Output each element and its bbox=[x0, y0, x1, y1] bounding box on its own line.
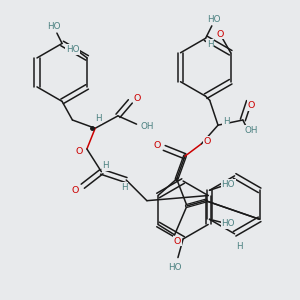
Text: OH: OH bbox=[140, 122, 154, 131]
Text: O: O bbox=[72, 186, 79, 195]
Text: H: H bbox=[207, 40, 213, 49]
Text: O: O bbox=[174, 236, 182, 245]
Text: O: O bbox=[217, 30, 224, 39]
Text: OH: OH bbox=[244, 126, 258, 135]
Text: HO: HO bbox=[221, 180, 235, 189]
Text: HO: HO bbox=[221, 219, 235, 228]
Text: O: O bbox=[134, 94, 141, 103]
Text: HO: HO bbox=[207, 15, 220, 24]
Text: HO: HO bbox=[168, 263, 182, 272]
Text: H: H bbox=[236, 242, 243, 251]
Text: H: H bbox=[95, 115, 102, 124]
Text: O: O bbox=[153, 141, 161, 150]
Text: O: O bbox=[248, 101, 255, 110]
Text: O: O bbox=[204, 137, 212, 146]
Text: O: O bbox=[76, 146, 83, 155]
Text: HO: HO bbox=[66, 45, 80, 54]
Text: H: H bbox=[102, 161, 109, 170]
Text: H: H bbox=[121, 183, 128, 192]
Text: HO: HO bbox=[47, 22, 61, 32]
Text: H: H bbox=[223, 116, 230, 125]
